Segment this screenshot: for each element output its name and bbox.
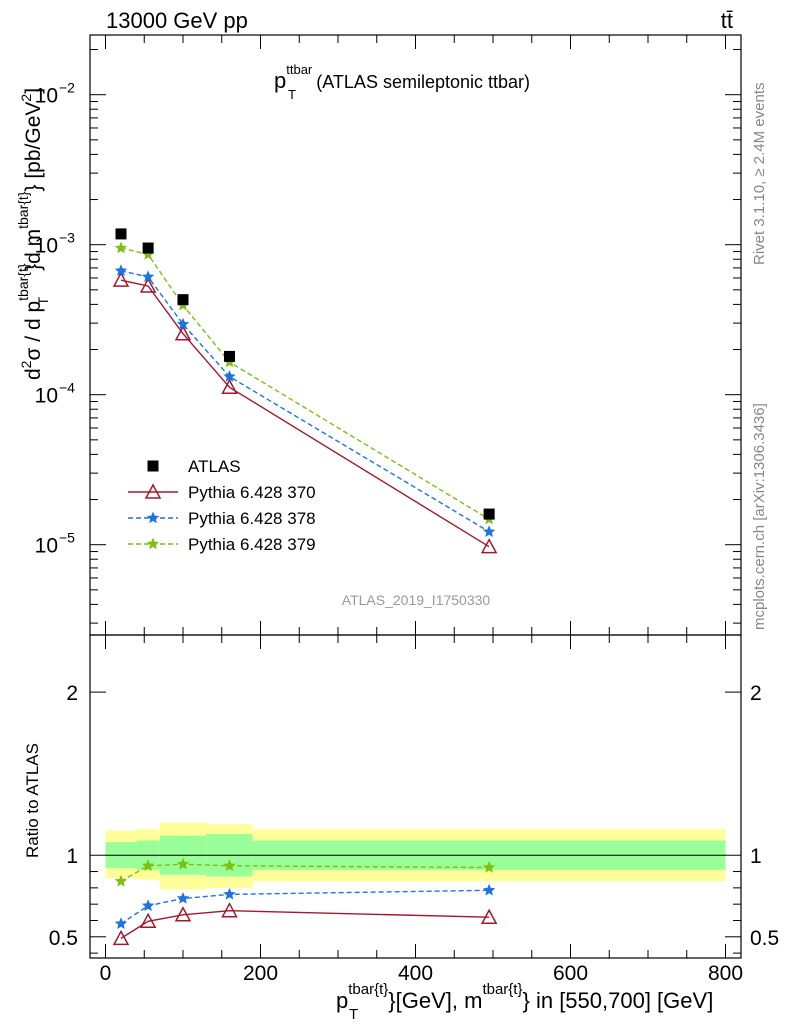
series-line	[120, 247, 490, 520]
data-point-star	[114, 264, 128, 276]
data-point-star	[223, 887, 236, 900]
x-tick-label: 800	[708, 962, 743, 985]
ratio-y-tick-label: 2	[66, 682, 78, 705]
data-point-star	[141, 899, 155, 912]
data-point-star	[114, 917, 128, 929]
series-line	[120, 270, 490, 533]
plot-title-sub: T	[288, 87, 296, 102]
series-line	[120, 889, 490, 925]
data-point-triangle	[174, 906, 192, 922]
legend-label: ATLAS	[188, 457, 241, 476]
data-point-star	[114, 874, 128, 887]
mcplots-label: mcplots.cern.ch [arXiv:1306.3436]	[751, 403, 768, 630]
x-tick-label: 0	[100, 962, 112, 985]
ratio-y-axis-label: Ratio to ATLAS	[23, 743, 42, 858]
data-point-triangle	[480, 538, 498, 554]
data-point-square	[142, 242, 154, 254]
y-tick-label: 10	[35, 235, 58, 258]
y-tick-label: 10	[35, 385, 58, 408]
ratio-y-tick-label-right: 2	[750, 682, 762, 705]
y-tick-label: 10	[35, 535, 58, 558]
x-axis-label-sub: T	[349, 1006, 358, 1023]
data-point-triangle	[112, 271, 130, 287]
data-point-star	[482, 883, 496, 896]
y-tick-exponent: −2	[59, 80, 75, 96]
ratio-y-tick-label-right: 1	[750, 845, 762, 868]
data-point-star	[223, 370, 236, 382]
legend: ATLAS Pythia 6.428 370 Pythia 6.428 378 Pyt…	[128, 457, 316, 554]
data-point-star	[146, 537, 160, 550]
plot-title-text: (ATLAS semileptonic ttbar)	[316, 72, 530, 92]
data-point-star	[141, 270, 155, 283]
data-point-square	[115, 228, 127, 240]
data-point-triangle	[139, 912, 157, 929]
plot-title-sup: ttbar	[286, 62, 313, 77]
data-point-square	[147, 460, 159, 472]
data-point-triangle	[112, 929, 130, 946]
data-point-triangle	[144, 483, 162, 499]
data-point-star	[176, 892, 190, 904]
x-tick-label: 400	[398, 962, 433, 985]
data-point-star	[141, 859, 155, 872]
data-point-star	[146, 511, 160, 524]
y-tick-exponent: −4	[59, 380, 75, 396]
main-y-axis-label: d2σ / d ptbar{t}T}d mtbar{t}} [pb/GeV2]	[15, 88, 51, 380]
data-point-triangle	[139, 277, 157, 293]
legend-label: Pythia 6.428 378	[188, 509, 316, 528]
data-point-triangle	[174, 325, 192, 341]
data-point-square	[177, 294, 189, 306]
legend-label: Pythia 6.428 379	[188, 535, 316, 554]
x-tick-label: 600	[553, 962, 588, 985]
y-tick-exponent: −3	[59, 230, 75, 246]
data-point-star	[176, 857, 190, 870]
analysis-watermark: ATLAS_2019_I1750330	[342, 592, 491, 608]
data-point-star	[223, 859, 236, 872]
rivet-label: Rivet 3.1.10, ≥ 2.4M events	[751, 83, 768, 266]
ratio-y-tick-label-right: 0.5	[750, 927, 779, 950]
data-point-triangle	[221, 902, 238, 918]
uncertainty-bands	[105, 822, 726, 890]
series-line	[120, 909, 490, 939]
plot-title-symbol: p	[274, 68, 286, 93]
series-line	[120, 279, 490, 548]
ratio-frame	[89, 634, 742, 959]
data-marks	[112, 228, 498, 946]
x-tick-label: 200	[243, 962, 278, 985]
energy-label: 13000 GeV pp	[106, 8, 248, 33]
data-point-star	[176, 317, 190, 330]
data-point-square	[483, 508, 495, 520]
y-tick-exponent: −5	[59, 530, 75, 546]
plot-title: pttbar(ATLAS semileptonic ttbar)	[274, 62, 530, 93]
data-point-square	[224, 350, 235, 362]
data-point-star	[482, 525, 496, 537]
data-point-star	[141, 248, 155, 260]
ratio-y-tick-label: 1	[66, 845, 78, 868]
data-point-star	[482, 861, 496, 873]
data-point-star	[114, 241, 128, 254]
legend-label: Pythia 6.428 370	[188, 483, 316, 502]
y-tick-label: 10	[35, 85, 58, 108]
ratio-y-tick-label: 0.5	[49, 927, 78, 950]
data-point-triangle	[221, 378, 238, 395]
x-axis-label: ptbar{t}}[GeV], mtbar{t}} in [550,700] […	[336, 981, 713, 1013]
process-label: tt̄	[721, 8, 733, 33]
data-point-triangle	[480, 908, 498, 924]
